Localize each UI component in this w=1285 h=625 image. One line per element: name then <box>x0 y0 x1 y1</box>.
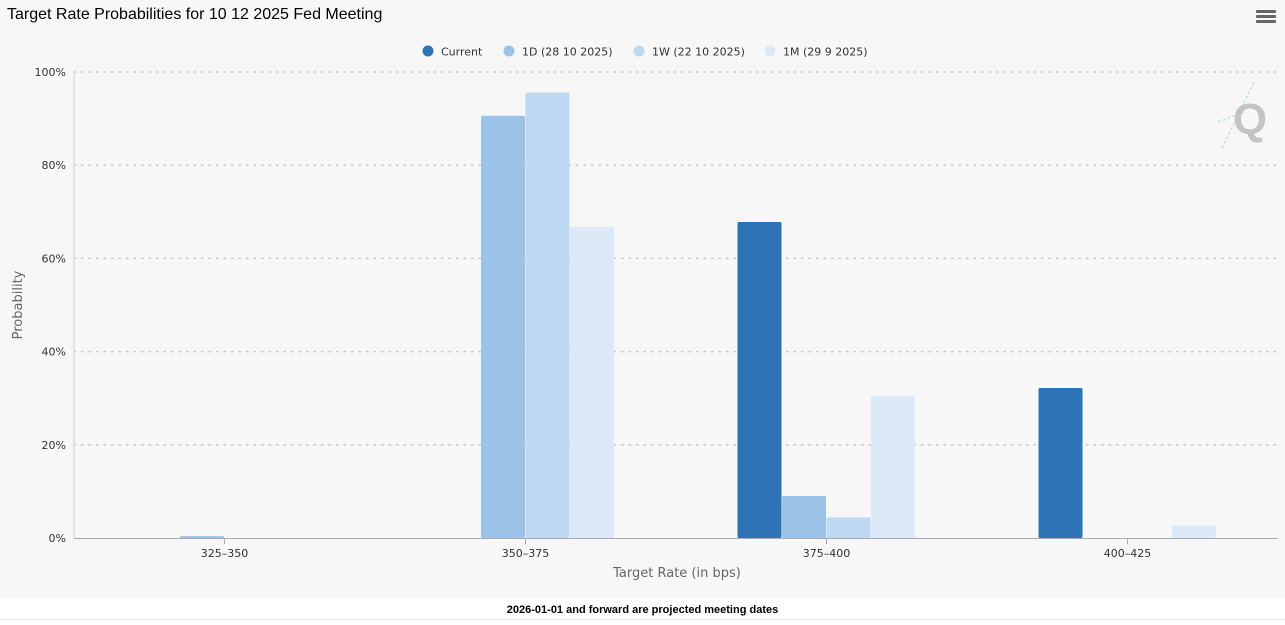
x-tick-label: 400–425 <box>1104 547 1152 560</box>
legend-label: 1W (22 10 2025) <box>652 46 745 59</box>
axes: Target Rate (in bps) Probability 0% 20% 40… <box>11 66 1278 581</box>
legend-marker <box>633 45 645 57</box>
legend-item-1w[interactable]: 1W (22 10 2025) <box>633 45 745 59</box>
chart-panel: Q Target Rate (in bps) Probability 0% 20%… <box>7 6 1279 581</box>
x-tick-label: 325–350 <box>201 547 249 560</box>
legend-marker <box>503 45 515 57</box>
bar-current-400-425[interactable] <box>1038 387 1083 538</box>
bars <box>180 92 1216 538</box>
legend-label: 1D (28 10 2025) <box>522 46 613 59</box>
x-tick-label: 375–400 <box>803 547 851 560</box>
bar-1d-375-400[interactable] <box>782 496 826 538</box>
bar-1w-350-375[interactable] <box>525 92 570 538</box>
bar-1m-350-375[interactable] <box>570 226 614 538</box>
bar-1d-350-375[interactable] <box>481 115 525 538</box>
legend-label: 1M (29 9 2025) <box>783 46 868 59</box>
quikstrike-logo-watermark: Q <box>1217 81 1267 149</box>
legend-item-1d[interactable]: 1D (28 10 2025) <box>503 45 613 59</box>
legend-item-current[interactable]: Current <box>422 45 484 59</box>
legend-item-1m[interactable]: 1M (29 9 2025) <box>764 45 868 59</box>
hamburger-menu-icon[interactable] <box>1256 10 1276 28</box>
grid-lines <box>73 71 1279 446</box>
bar-current-375-400[interactable] <box>737 222 782 538</box>
legend-marker <box>764 45 776 57</box>
bar-1w-375-400[interactable] <box>826 517 871 538</box>
y-tick-label: 0% <box>49 532 66 545</box>
chart-title: Target Rate Probabilities for 10 12 2025… <box>7 6 383 23</box>
bar-1d-325-350[interactable] <box>180 536 224 538</box>
y-tick-label: 40% <box>42 346 66 359</box>
legend: Current 1D (28 10 2025) 1W (22 10 2025) 1M … <box>422 45 868 59</box>
legend-marker <box>422 45 434 57</box>
x-axis-title: Target Rate (in bps) <box>612 566 741 581</box>
projected-dates-note: 2026-01-01 and forward are projected mee… <box>506 604 779 616</box>
footer-divider <box>0 619 1285 620</box>
y-tick-label: 80% <box>42 159 66 172</box>
y-axis-title: Probability <box>11 270 26 339</box>
bar-1m-400-425[interactable] <box>1172 525 1216 538</box>
legend-label: Current <box>441 46 483 59</box>
bar-1m-375-400[interactable] <box>871 395 915 538</box>
y-tick-label: 20% <box>42 439 66 452</box>
watermark-letter: Q <box>1233 95 1267 144</box>
y-tick-label: 100% <box>35 66 66 79</box>
x-tick-label: 350–375 <box>502 547 550 560</box>
y-tick-label: 60% <box>42 252 66 265</box>
bar-chart: Q Target Rate (in bps) Probability 0% 20%… <box>11 45 1279 581</box>
